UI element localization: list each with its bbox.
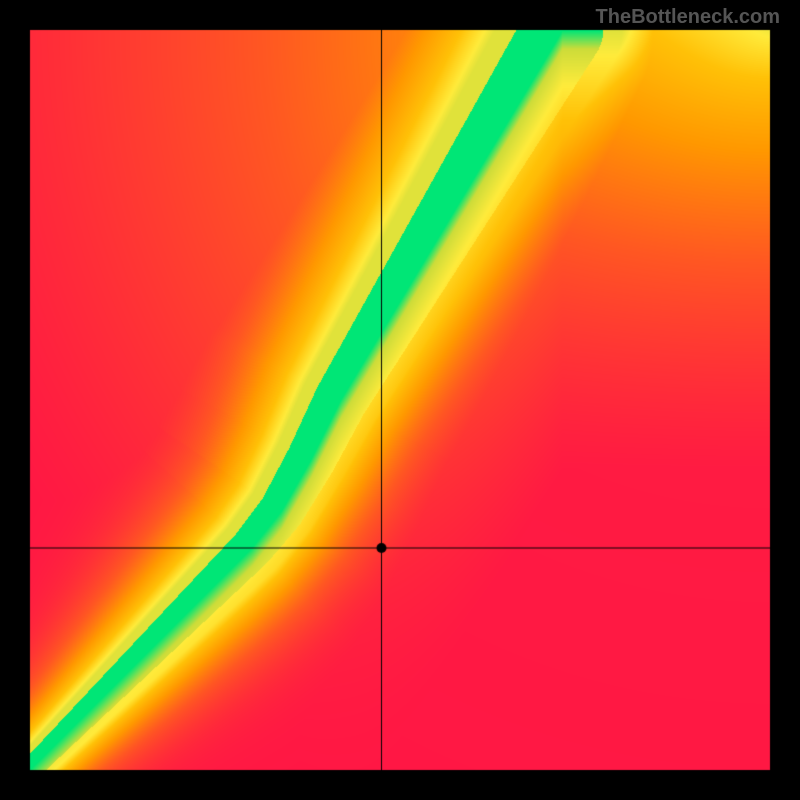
chart-container: TheBottleneck.com xyxy=(0,0,800,800)
watermark-text: TheBottleneck.com xyxy=(596,6,780,29)
heatmap-canvas xyxy=(0,0,800,800)
